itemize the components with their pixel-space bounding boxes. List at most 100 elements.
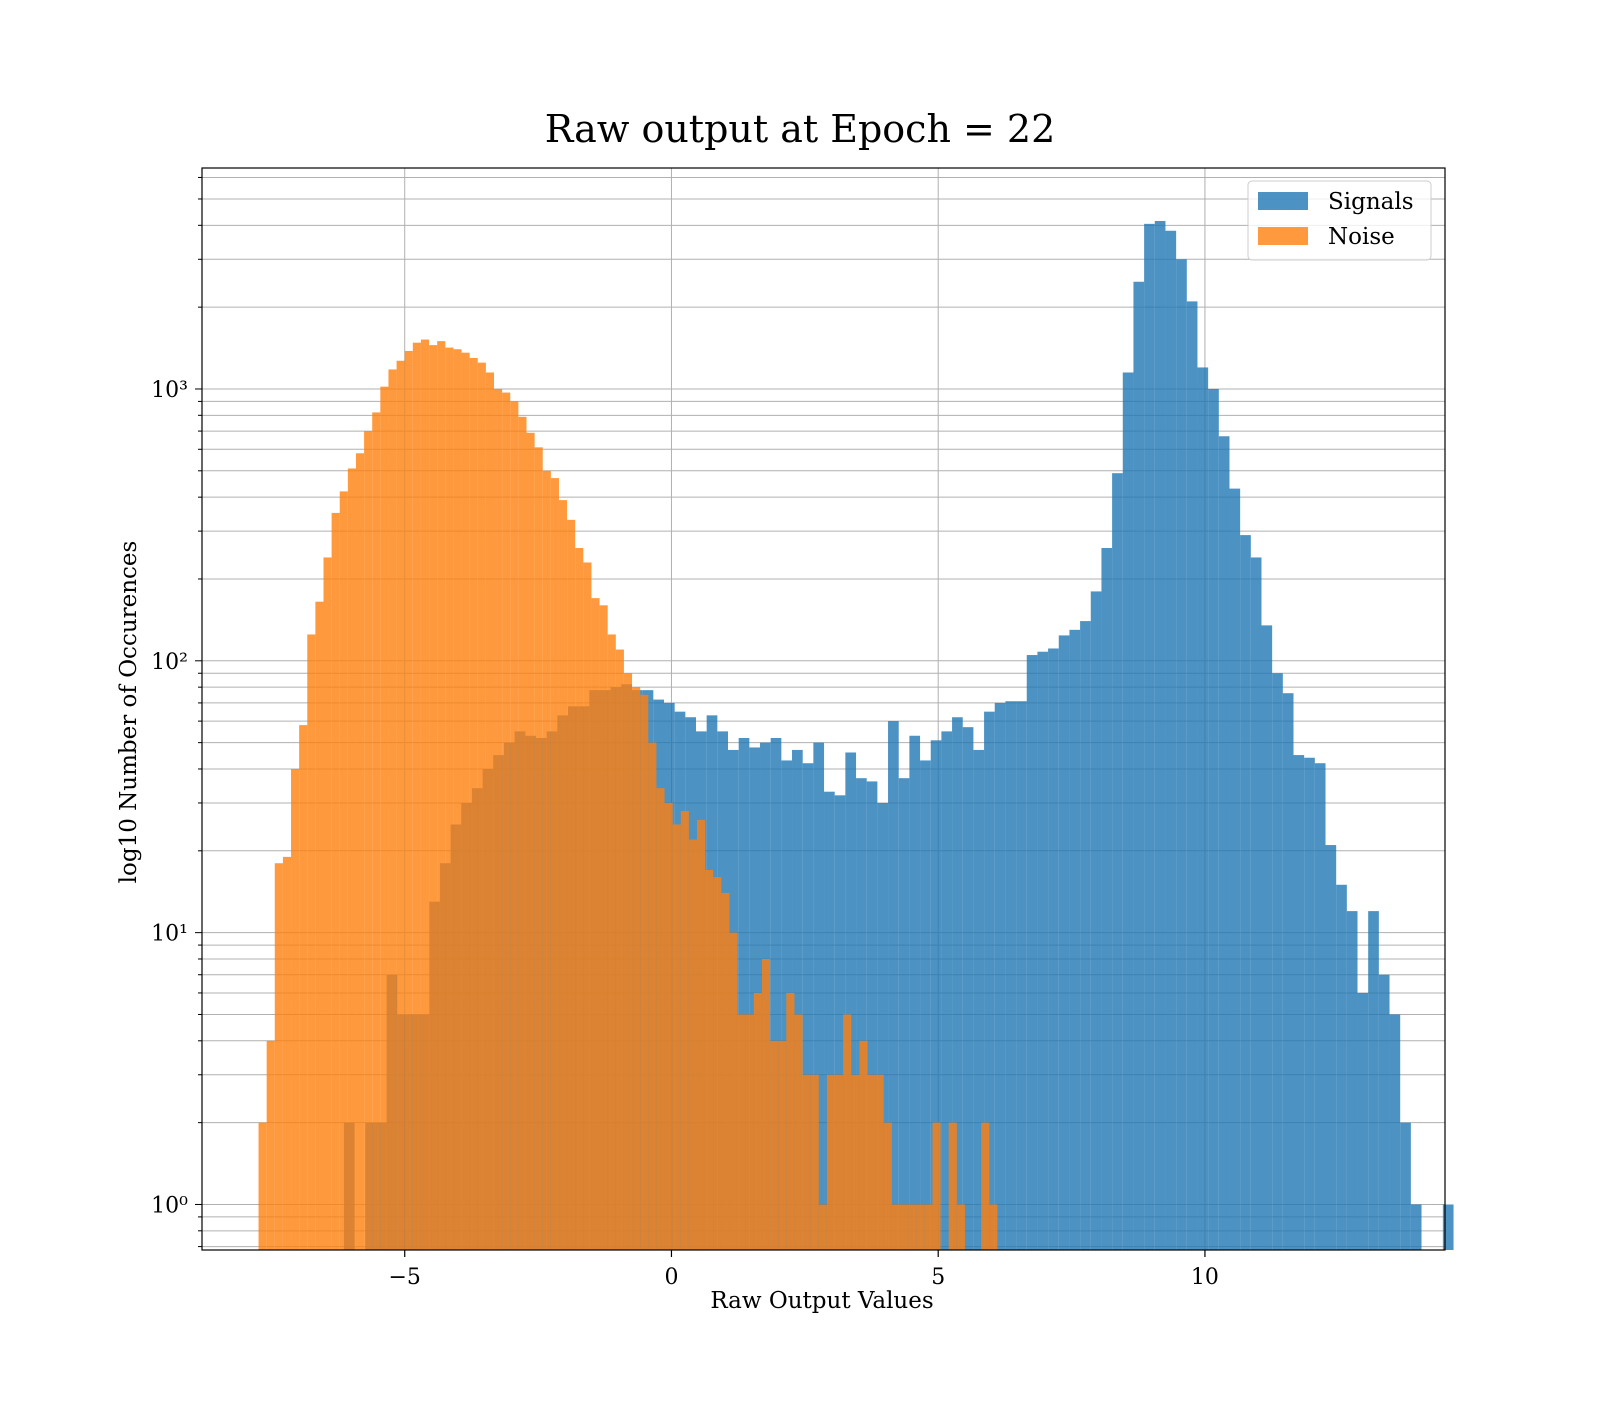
- histogram-bar-signals: [866, 781, 878, 1250]
- x-tick-label: 10: [1191, 1265, 1219, 1290]
- histogram-bar-noise: [469, 358, 478, 1250]
- histogram-bar-noise: [494, 388, 503, 1250]
- legend-label-signals: Signals: [1328, 189, 1414, 215]
- histogram-bar-noise: [835, 1074, 844, 1250]
- histogram-bar-signals: [824, 791, 835, 1250]
- histogram-bar-noise: [258, 1122, 267, 1250]
- histogram-bar-noise: [648, 742, 657, 1250]
- histogram-bar-signals: [1325, 845, 1337, 1250]
- histogram-bar-signals: [1154, 220, 1166, 1250]
- histogram-bar-signals: [1389, 1014, 1401, 1250]
- histogram-bar-noise: [567, 519, 576, 1250]
- y-axis-label: log10 Number of Occurences: [116, 541, 142, 884]
- histogram-bar-noise: [843, 1014, 852, 1250]
- histogram-bar-signals: [1037, 651, 1049, 1250]
- histogram-bar-noise: [948, 1122, 957, 1250]
- histogram-bar-signals: [930, 740, 942, 1250]
- histogram-bar-noise: [339, 491, 348, 1250]
- histogram-bar-signals: [994, 702, 1006, 1250]
- histogram-bar-noise: [729, 932, 738, 1250]
- legend-label-noise: Noise: [1328, 224, 1395, 250]
- histogram-bar-noise: [583, 562, 592, 1250]
- histogram-bar-noise: [697, 819, 706, 1250]
- x-tick-label: −5: [389, 1265, 421, 1290]
- histogram-bar-noise: [266, 1040, 275, 1250]
- histogram-bar-noise: [826, 1074, 836, 1250]
- histogram-bar-noise: [388, 369, 397, 1250]
- histogram-bar-signals: [1357, 992, 1369, 1250]
- histogram-bar-signals: [1048, 648, 1059, 1250]
- histogram-bar-noise: [981, 1122, 990, 1250]
- histogram-bar-signals: [1272, 673, 1283, 1250]
- histogram-bar-noise: [575, 548, 584, 1250]
- histogram-bar-noise: [607, 634, 616, 1250]
- histogram-bar-noise: [615, 649, 624, 1250]
- histogram-bar-noise: [291, 768, 300, 1250]
- legend-swatch-noise: [1258, 227, 1308, 245]
- histogram-bar-noise: [542, 470, 551, 1251]
- histogram-bar-signals: [984, 711, 995, 1250]
- histogram-bar-signals: [1240, 535, 1251, 1250]
- legend: Signals Noise: [1247, 180, 1432, 261]
- histogram-bar-signals: [888, 721, 899, 1250]
- histogram-bar-noise: [989, 1204, 998, 1250]
- histogram-bar-noise: [818, 1204, 827, 1250]
- histogram-bar-signals: [792, 749, 803, 1250]
- histogram-bar-noise: [721, 892, 730, 1250]
- histogram-bar-noise: [534, 447, 543, 1251]
- histogram-bar-signals: [1176, 259, 1187, 1250]
- histogram-bar-signals: [1005, 701, 1017, 1250]
- histogram-bar-signals: [1165, 230, 1177, 1251]
- histogram-bar-signals: [1090, 591, 1102, 1250]
- histogram-bar-noise: [274, 863, 283, 1250]
- histogram-bar-noise: [664, 802, 673, 1250]
- histogram-bar-signals: [1133, 281, 1145, 1251]
- histogram-bar-signals: [1026, 655, 1038, 1250]
- histogram-bar-signals: [1144, 223, 1155, 1250]
- histogram-bar-noise: [412, 342, 421, 1250]
- histogram-bar-signals: [802, 763, 814, 1250]
- histogram-bar-signals: [1250, 557, 1262, 1250]
- histogram-bar-noise: [956, 1204, 965, 1250]
- histogram-bar-noise: [550, 478, 559, 1251]
- histogram-bar-noise: [461, 352, 470, 1250]
- histogram-bar-noise: [875, 1074, 884, 1250]
- histogram-bar-signals: [1336, 884, 1347, 1250]
- histogram-bar-noise: [761, 958, 771, 1250]
- histogram-bar-noise: [315, 601, 324, 1250]
- bars-layer: [258, 220, 1454, 1251]
- histogram-bar-signals: [1112, 473, 1123, 1250]
- histogram-bar-noise: [485, 372, 495, 1250]
- histogram-bar-signals: [877, 802, 889, 1250]
- x-axis-label: Raw Output Values: [710, 1288, 933, 1314]
- histogram-bar-noise: [347, 468, 356, 1250]
- histogram-bar-signals: [1069, 629, 1081, 1250]
- histogram-bar-noise: [932, 1122, 941, 1250]
- histogram-bar-signals: [962, 727, 974, 1250]
- histogram-bar-noise: [753, 992, 762, 1250]
- histogram-bar-signals: [1368, 911, 1379, 1250]
- histogram-bar-noise: [518, 416, 527, 1250]
- histogram-bar-signals: [941, 731, 953, 1250]
- histogram-bar-signals: [845, 752, 857, 1250]
- histogram-bar-signals: [770, 738, 782, 1250]
- histogram-bar-noise: [404, 350, 413, 1250]
- histogram-bar-noise: [558, 500, 568, 1250]
- histogram-bar-noise: [437, 341, 446, 1251]
- histogram-bar-signals: [1304, 757, 1315, 1250]
- histogram-bar-noise: [323, 557, 332, 1250]
- histogram-bar-noise: [445, 347, 454, 1250]
- x-tick-label: 0: [664, 1265, 678, 1290]
- histogram-bar-noise: [307, 634, 316, 1250]
- histogram-bar-noise: [713, 877, 722, 1250]
- histogram-bar-noise: [745, 1014, 754, 1250]
- histogram-bar-noise: [770, 1040, 779, 1250]
- histogram-bar-signals: [1293, 755, 1305, 1250]
- histogram-bar-signals: [1314, 763, 1326, 1250]
- histogram-bar-signals: [920, 760, 931, 1250]
- histogram-bar-noise: [380, 386, 389, 1250]
- histogram-bar-noise: [672, 824, 681, 1250]
- histogram-bar-signals: [1410, 1204, 1422, 1250]
